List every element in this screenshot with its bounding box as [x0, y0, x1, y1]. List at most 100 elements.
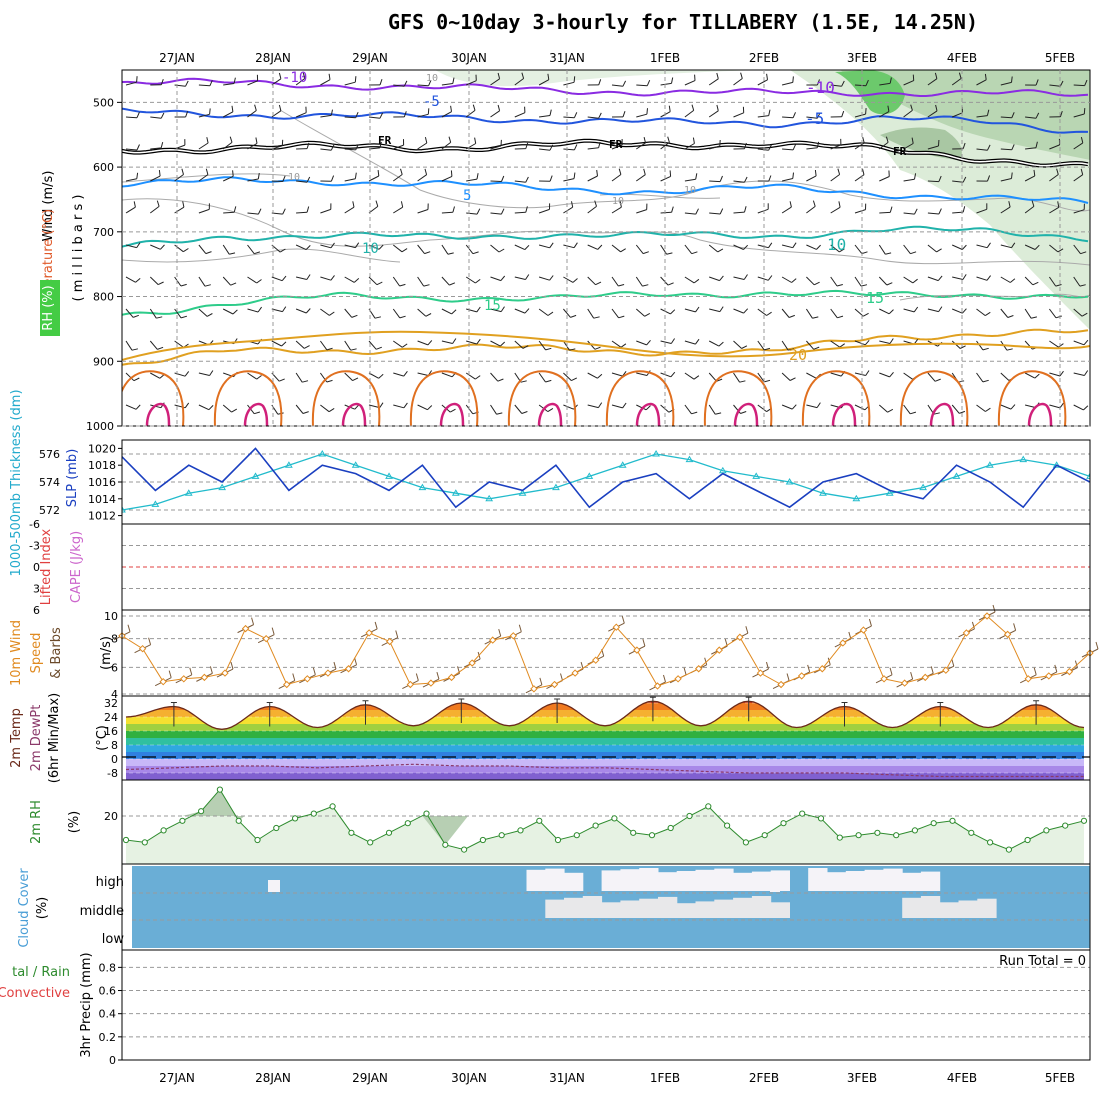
- wind-barb-flag: [671, 206, 674, 213]
- thickness-point: [385, 472, 393, 479]
- wind-barb: [903, 178, 915, 182]
- wind-barb-flag: [180, 315, 188, 319]
- wind-barb-flag: [1008, 201, 1011, 208]
- isotherm-25-contour: [997, 370, 1067, 426]
- wind-barb-flag: [306, 176, 311, 183]
- wind-barb-flag: [1011, 242, 1016, 248]
- wind-barb: [562, 340, 570, 351]
- temperature-tick-label: 16: [104, 725, 118, 738]
- cloud-cell: [808, 868, 828, 891]
- wind-barb: [1073, 340, 1085, 346]
- wind-barb-flag: [885, 136, 889, 143]
- wind-barb: [1073, 372, 1085, 376]
- rh2m-point: [930, 820, 937, 827]
- rh2m-point: [536, 817, 543, 824]
- wind-barb: [587, 147, 599, 150]
- wind-barb-flag: [403, 80, 408, 87]
- wind-barb-flag: [594, 346, 601, 350]
- wind-barb-flag: [279, 248, 286, 253]
- wind-barb-flag: [938, 208, 942, 215]
- wind-barb: [490, 110, 500, 118]
- wind-barb: [879, 308, 890, 315]
- wind-barb: [781, 372, 791, 381]
- wind-barb: [1049, 340, 1059, 348]
- rh2m-markers: [122, 786, 1088, 853]
- wind-barb-flag: [450, 105, 452, 112]
- rh2m-point: [1043, 827, 1050, 834]
- wind-barb: [587, 205, 597, 214]
- wind-barb: [490, 340, 501, 347]
- label-wind: Wind (m/s): [41, 171, 56, 242]
- wind-barb: [417, 174, 427, 182]
- wind-barb-flag: [520, 380, 527, 383]
- wind-barb: [782, 116, 794, 119]
- wind-barb-flag: [136, 76, 138, 83]
- wind10m-barb-flag: [333, 661, 337, 670]
- wind-barb: [393, 340, 403, 348]
- wind-barb-flag: [1080, 168, 1084, 175]
- cloud-cover-panel: high middle low: [80, 863, 1091, 951]
- wind-barb: [466, 308, 477, 313]
- wind-barb-flag: [569, 348, 576, 351]
- wind-barb: [709, 308, 721, 313]
- isotherm-25-contour: [703, 370, 773, 426]
- wind-barb: [441, 83, 453, 86]
- wind-barb-flag: [524, 244, 530, 250]
- wind-barb-flag: [744, 142, 747, 149]
- wind-barb-flag: [863, 312, 869, 317]
- wind-barb-flag: [1055, 315, 1062, 319]
- wind10m-panel: 4 6 8 10: [104, 604, 1099, 701]
- wind-barb-flag: [1033, 169, 1036, 176]
- wind-barb: [806, 372, 817, 379]
- wind-barb: [684, 80, 696, 86]
- wind-barb-flag: [691, 411, 698, 415]
- wind-barb-flag: [716, 72, 719, 79]
- wind-barb: [684, 143, 695, 150]
- wind-barb: [441, 372, 453, 378]
- wind-barb-flag: [740, 72, 743, 79]
- wind-barb-flag: [354, 242, 360, 248]
- wind-barb: [514, 180, 526, 183]
- wind-barb-flag: [160, 79, 164, 85]
- wind-point: [283, 680, 291, 689]
- wind-barb: [781, 340, 789, 351]
- cloud-cell: [845, 871, 866, 891]
- wind-barb: [1000, 372, 1010, 381]
- cloud-cell: [526, 869, 546, 891]
- wind-barb-flag: [499, 341, 506, 347]
- wind-barb-flag: [352, 377, 359, 382]
- rh2m-point: [273, 824, 280, 832]
- label-freezing: FR: [893, 145, 907, 158]
- wind10m-barb-flag: [148, 637, 152, 645]
- wind-barb-flag: [328, 73, 331, 80]
- label-rh-units: (%): [67, 811, 82, 834]
- label-minus5: -5: [805, 109, 824, 128]
- wind-barb-flag: [861, 251, 868, 255]
- wind-barb-flag: [889, 206, 893, 213]
- cloud-cell: [676, 871, 696, 891]
- wind-barb: [490, 180, 502, 182]
- wind-barb-flag: [839, 343, 845, 348]
- wind-barb-flag: [497, 104, 501, 111]
- isotherm-25-contour: [605, 370, 675, 426]
- cloud-cell: [714, 899, 734, 918]
- wind-barb: [587, 276, 596, 286]
- wind-barb: [757, 244, 769, 249]
- wind-barb: [757, 148, 769, 151]
- wind-barb: [563, 206, 573, 214]
- wind-barb: [660, 82, 672, 86]
- wind-barb: [490, 145, 502, 150]
- wind-barb: [878, 276, 888, 286]
- wind-barb: [806, 276, 815, 286]
- wind-barb: [247, 80, 258, 86]
- wind-barb: [611, 144, 623, 150]
- wind10m-barb-flag: [683, 667, 687, 675]
- wind10m-barb-flag: [292, 673, 296, 681]
- wind-barb: [320, 148, 332, 151]
- wind-barb-flag: [136, 144, 140, 151]
- thickness-point: [1086, 472, 1090, 479]
- wind-point: [447, 673, 456, 682]
- wind-barb-flag: [910, 411, 917, 415]
- wind-barb: [490, 212, 502, 215]
